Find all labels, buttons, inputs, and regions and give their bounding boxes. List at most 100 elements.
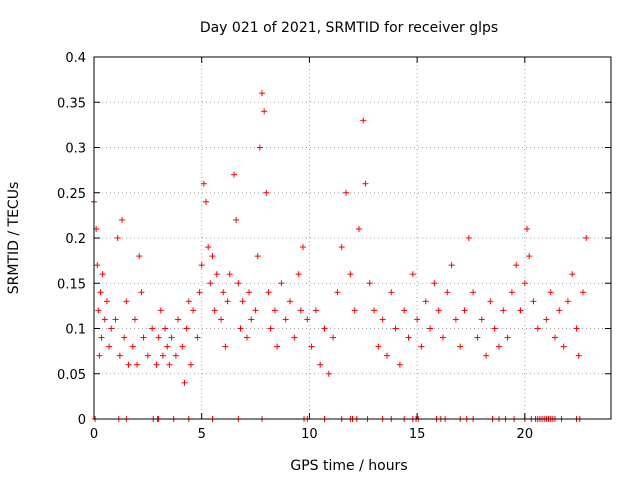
data-point	[224, 298, 231, 305]
data-point	[583, 235, 590, 241]
x-tick-label: 15	[409, 427, 426, 442]
data-point	[218, 316, 225, 323]
data-point	[252, 307, 259, 314]
data-point	[444, 289, 451, 296]
data-point	[190, 307, 197, 314]
data-point	[134, 361, 141, 368]
data-point	[573, 325, 580, 332]
data-point	[222, 343, 229, 350]
data-point	[435, 307, 442, 314]
data-point	[175, 316, 182, 323]
y-tick-label: 0.25	[57, 187, 86, 202]
data-point	[439, 334, 446, 341]
data-point	[226, 271, 233, 278]
data-point	[470, 289, 477, 296]
data-point	[478, 316, 485, 323]
data-point	[392, 325, 399, 332]
x-axis-label: GPS time / hours	[290, 458, 407, 474]
data-point	[96, 352, 103, 359]
data-point	[379, 316, 386, 323]
data-point	[123, 298, 130, 305]
data-point	[321, 325, 328, 332]
data-point	[196, 289, 203, 296]
y-tick-label: 0.15	[57, 277, 86, 292]
data-point	[521, 280, 528, 287]
data-point	[239, 298, 246, 305]
data-point	[97, 289, 104, 296]
ticks-layer	[93, 56, 611, 420]
data-point	[295, 271, 302, 278]
data-point	[564, 298, 571, 305]
data-point	[418, 343, 425, 350]
data-point	[200, 180, 207, 187]
data-point	[155, 334, 162, 341]
data-point	[101, 316, 108, 323]
data-point	[144, 352, 151, 359]
data-point	[131, 316, 138, 323]
y-tick-label: 0	[78, 413, 86, 428]
data-point	[375, 343, 382, 350]
data-point	[168, 334, 175, 341]
data-point	[95, 307, 102, 314]
data-point	[396, 361, 403, 368]
data-point	[138, 289, 145, 296]
data-point	[157, 307, 164, 314]
x-tick-label: 20	[517, 427, 534, 442]
grid-layer	[94, 57, 611, 419]
data-point	[355, 225, 362, 232]
data-point	[422, 298, 429, 305]
data-point	[543, 316, 550, 323]
chart-title: Day 021 of 2021, SRMTID for receiver glp…	[200, 20, 498, 36]
x-tick-label: 5	[198, 427, 206, 442]
data-point	[530, 298, 537, 305]
data-point	[246, 289, 253, 296]
data-point	[504, 334, 511, 341]
data-point	[508, 289, 515, 296]
data-point	[259, 90, 266, 97]
data-point	[179, 343, 186, 350]
data-point	[452, 316, 459, 323]
data-point	[237, 325, 244, 332]
data-point	[248, 316, 255, 323]
data-point	[495, 343, 502, 350]
data-point	[194, 334, 201, 341]
data-point	[159, 352, 166, 359]
data-point	[274, 343, 281, 350]
tick-labels-layer: 0 5 10 15 20 0 0.05 0.1 0.15 0.2 0.25 0.3 0.35 0.4	[57, 51, 533, 442]
data-point	[366, 280, 373, 287]
data-point	[299, 244, 306, 251]
data-point	[187, 361, 194, 368]
data-point	[474, 334, 481, 341]
data-point	[556, 307, 563, 314]
data-point	[98, 334, 105, 341]
data-point	[233, 216, 240, 223]
data-point	[304, 316, 311, 323]
data-point	[401, 307, 408, 314]
data-point	[183, 325, 190, 332]
data-point	[172, 352, 179, 359]
data-point	[448, 262, 455, 269]
data-point	[569, 271, 576, 278]
y-tick-label: 0.35	[57, 96, 86, 111]
data-point	[108, 325, 115, 332]
data-point	[551, 334, 558, 341]
data-point	[287, 298, 294, 305]
data-point	[526, 253, 533, 260]
data-point	[465, 235, 472, 241]
data-point	[362, 180, 369, 187]
data-point	[388, 289, 395, 296]
data-point	[211, 307, 218, 314]
data-point	[409, 271, 416, 278]
data-point	[256, 144, 263, 151]
data-point	[534, 325, 541, 332]
data-point	[297, 307, 304, 314]
y-tick-label: 0.2	[65, 232, 86, 247]
data-point	[149, 325, 156, 332]
data-point	[121, 334, 128, 341]
data-point	[235, 280, 242, 287]
data-point	[461, 307, 468, 314]
data-point	[114, 235, 121, 241]
data-point	[547, 289, 554, 296]
data-point	[414, 316, 421, 323]
data-point	[231, 171, 238, 178]
